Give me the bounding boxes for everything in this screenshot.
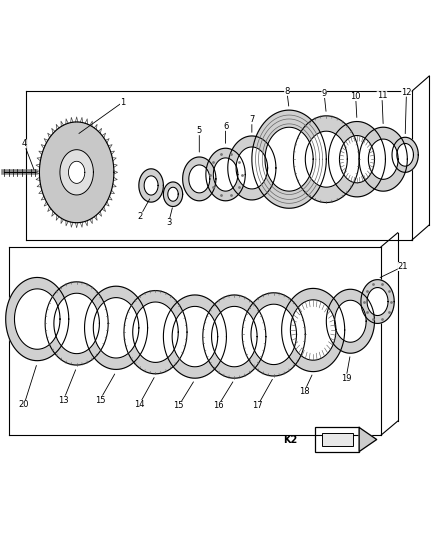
- Polygon shape: [54, 293, 99, 354]
- Polygon shape: [206, 148, 245, 201]
- Polygon shape: [359, 427, 377, 451]
- Text: 6: 6: [223, 122, 228, 131]
- Polygon shape: [328, 122, 385, 197]
- Polygon shape: [367, 287, 388, 316]
- Text: 19: 19: [341, 374, 351, 383]
- Text: 8: 8: [284, 87, 290, 96]
- Polygon shape: [265, 127, 313, 191]
- Polygon shape: [68, 161, 85, 183]
- Polygon shape: [236, 147, 268, 189]
- Text: 18: 18: [299, 387, 310, 396]
- Polygon shape: [39, 122, 114, 223]
- Polygon shape: [14, 289, 60, 349]
- Text: 17: 17: [252, 401, 263, 410]
- Polygon shape: [45, 282, 108, 365]
- Polygon shape: [189, 165, 210, 193]
- Text: 9: 9: [321, 89, 327, 98]
- Polygon shape: [326, 289, 374, 353]
- Polygon shape: [133, 302, 178, 362]
- Text: 1: 1: [120, 98, 125, 107]
- Polygon shape: [144, 176, 158, 195]
- Polygon shape: [163, 182, 183, 206]
- Polygon shape: [359, 127, 407, 191]
- Text: 16: 16: [213, 401, 223, 410]
- Text: 12: 12: [401, 87, 412, 96]
- Polygon shape: [339, 135, 374, 183]
- Polygon shape: [172, 306, 218, 367]
- Polygon shape: [213, 158, 238, 191]
- Text: 7: 7: [249, 115, 254, 124]
- Text: 11: 11: [377, 91, 387, 100]
- Polygon shape: [203, 295, 266, 378]
- Text: 4: 4: [21, 139, 27, 148]
- Polygon shape: [93, 297, 139, 358]
- Text: 14: 14: [134, 400, 145, 409]
- Text: 13: 13: [58, 395, 69, 405]
- Polygon shape: [168, 187, 178, 201]
- Polygon shape: [335, 300, 366, 342]
- Polygon shape: [228, 136, 276, 200]
- Polygon shape: [290, 300, 336, 360]
- Polygon shape: [60, 150, 93, 195]
- Polygon shape: [183, 157, 216, 201]
- Text: 10: 10: [350, 92, 361, 101]
- Polygon shape: [251, 304, 297, 365]
- Polygon shape: [293, 116, 359, 203]
- Text: K2: K2: [283, 434, 298, 445]
- Polygon shape: [212, 306, 257, 367]
- Polygon shape: [163, 295, 226, 378]
- Polygon shape: [124, 290, 187, 374]
- Polygon shape: [392, 138, 418, 172]
- Polygon shape: [282, 288, 345, 372]
- Polygon shape: [252, 110, 326, 208]
- Text: 20: 20: [19, 400, 29, 409]
- Text: 15: 15: [173, 401, 184, 410]
- Polygon shape: [242, 293, 305, 376]
- Polygon shape: [6, 278, 69, 361]
- Polygon shape: [361, 280, 394, 324]
- Polygon shape: [85, 286, 148, 369]
- Text: 21: 21: [398, 262, 408, 271]
- Bar: [322, 433, 353, 446]
- Polygon shape: [139, 169, 163, 202]
- Text: 5: 5: [197, 126, 202, 135]
- Text: 2: 2: [138, 212, 143, 221]
- Polygon shape: [305, 131, 347, 187]
- Text: 15: 15: [95, 395, 105, 405]
- Polygon shape: [368, 139, 398, 179]
- Polygon shape: [397, 143, 413, 166]
- Text: 3: 3: [166, 218, 171, 227]
